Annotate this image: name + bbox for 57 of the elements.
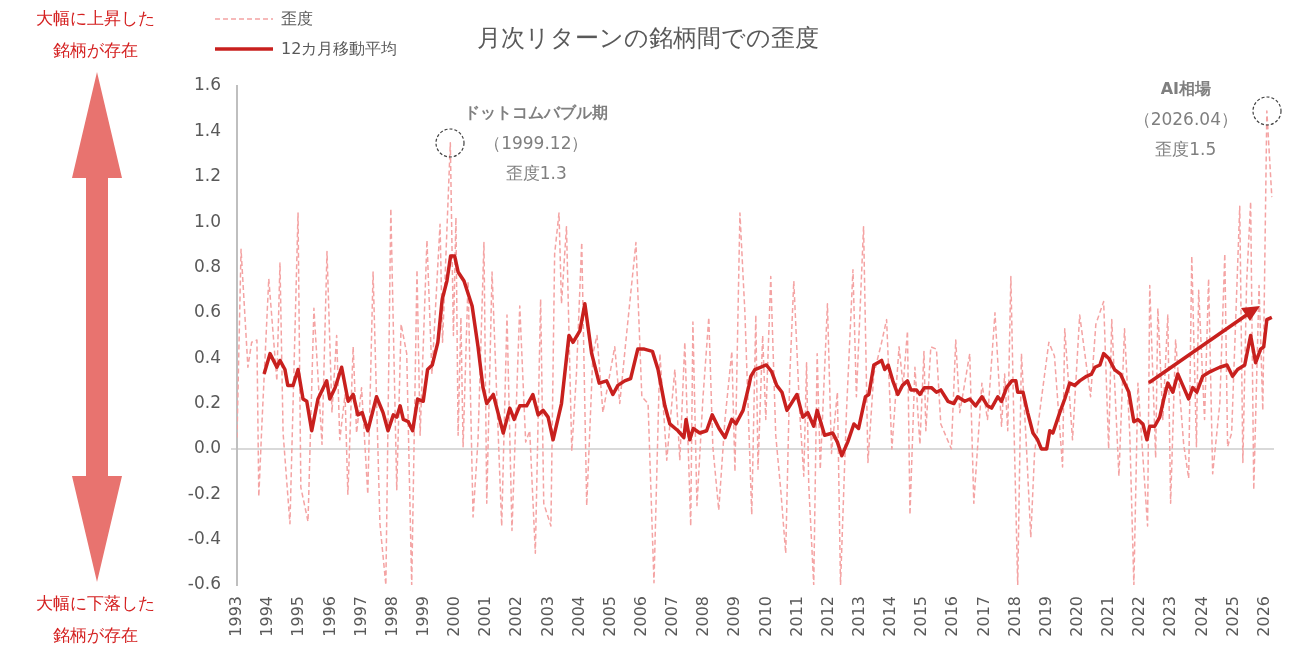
annotation: （1999.12） bbox=[483, 131, 590, 155]
x-tick-label: 2021 bbox=[1098, 596, 1118, 637]
y-tick-label: -0.4 bbox=[187, 528, 221, 549]
x-tick-label: 2023 bbox=[1160, 596, 1180, 637]
y-tick-label: 0.6 bbox=[193, 301, 221, 322]
annotation: 歪度1.3 bbox=[504, 161, 568, 185]
legend-label: 12カ月移動平均 bbox=[281, 38, 398, 60]
x-tick-label: 2026 bbox=[1253, 596, 1273, 637]
x-tick-label: 2011 bbox=[786, 596, 806, 637]
y-tick-label: 1.0 bbox=[193, 210, 221, 231]
x-tick-label: 2013 bbox=[848, 596, 868, 637]
x-tick-label: 1999 bbox=[413, 596, 432, 637]
x-tick-label: 2003 bbox=[537, 596, 557, 637]
annotation: AI相場 bbox=[1159, 77, 1212, 100]
y-tick-label: 1.6 bbox=[193, 74, 221, 95]
x-tick-label: 2020 bbox=[1066, 596, 1086, 637]
x-tick-label: 2002 bbox=[506, 596, 526, 637]
x-tick-label: 2024 bbox=[1191, 596, 1211, 637]
x-tick-label: 2019 bbox=[1035, 596, 1055, 637]
x-tick-label: 1998 bbox=[381, 596, 401, 637]
x-tick-label: 2009 bbox=[724, 596, 744, 637]
annotation: ドットコムバブル期 bbox=[463, 101, 610, 124]
x-tick-label: 1997 bbox=[350, 596, 370, 637]
x-tick-label: 2004 bbox=[568, 596, 588, 637]
x-tick-label: 1996 bbox=[319, 596, 339, 637]
x-tick-label: 1993 bbox=[226, 596, 246, 637]
chart-title: 月次リターンの銘柄間での歪度 bbox=[477, 24, 819, 52]
x-tick-label: 2025 bbox=[1222, 596, 1242, 637]
y-tick-label: 1.4 bbox=[193, 119, 221, 140]
x-tick-label: 2015 bbox=[911, 596, 931, 637]
text: 大幅に下落した銘柄が存在 bbox=[34, 592, 156, 647]
y-tick-label: 0.8 bbox=[193, 255, 221, 276]
y-tick-label: 0.0 bbox=[193, 437, 221, 458]
x-tick-label: 1995 bbox=[288, 596, 308, 637]
x-tick-label: 2012 bbox=[817, 596, 837, 637]
x-tick-label: 2014 bbox=[880, 596, 900, 637]
x-tick-label: 2017 bbox=[973, 596, 993, 637]
annotation: （2026.04） bbox=[1132, 107, 1239, 131]
y-tick-label: 0.2 bbox=[193, 391, 221, 412]
annotation: 歪度1.5 bbox=[1154, 137, 1218, 161]
x-tick-label: 2000 bbox=[444, 596, 464, 637]
legend-label: 歪度 bbox=[281, 8, 313, 30]
text: 大幅に上昇した銘柄が存在 bbox=[34, 7, 156, 62]
x-tick-label: 2005 bbox=[599, 596, 619, 637]
y-tick-label: -0.2 bbox=[187, 482, 221, 503]
y-tick-label: 1.2 bbox=[193, 165, 221, 186]
x-tick-label: 2007 bbox=[662, 596, 682, 637]
x-tick-label: 2016 bbox=[942, 596, 962, 637]
x-tick-label: 2022 bbox=[1129, 596, 1149, 637]
x-tick-label: 2006 bbox=[630, 596, 650, 637]
x-tick-label: 2001 bbox=[475, 596, 495, 637]
y-tick-label: -0.6 bbox=[187, 573, 221, 594]
x-tick-label: 2018 bbox=[1004, 596, 1024, 637]
x-tick-label: 2010 bbox=[755, 596, 775, 637]
y-tick-label: 0.4 bbox=[193, 346, 221, 367]
x-tick-label: 1994 bbox=[257, 596, 277, 637]
x-tick-label: 2008 bbox=[693, 596, 713, 637]
